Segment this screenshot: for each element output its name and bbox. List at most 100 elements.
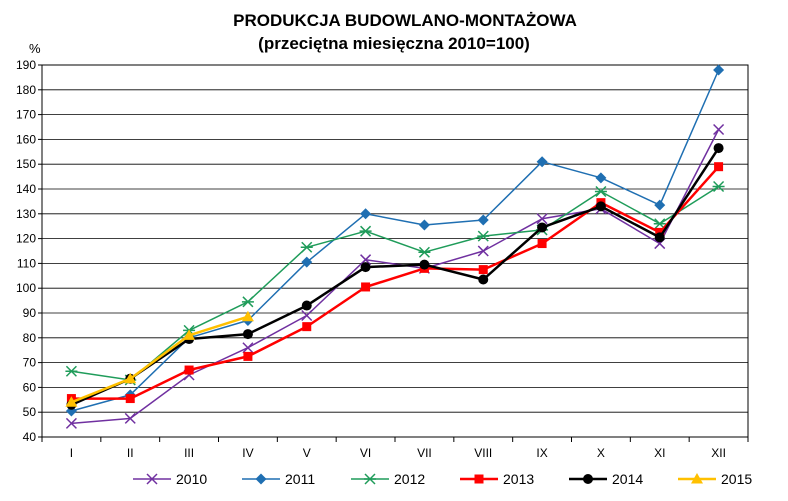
legend-label: 2010 xyxy=(176,471,207,487)
series-2014 xyxy=(66,143,724,410)
y-tick-label: 60 xyxy=(23,380,37,394)
data-point xyxy=(243,351,253,361)
x-tick-label: II xyxy=(127,446,134,460)
chart-title: PRODUKCJA BUDOWLANO-MONTAŻOWA xyxy=(233,11,577,30)
legend-marker xyxy=(583,474,593,484)
legend-item: 2014 xyxy=(569,471,643,487)
data-point xyxy=(360,262,371,273)
y-tick-label: 40 xyxy=(23,430,37,444)
series-group xyxy=(65,64,725,429)
y-tick-label: 150 xyxy=(16,157,36,171)
y-tick-label: 110 xyxy=(17,256,36,270)
data-point xyxy=(300,241,313,253)
legend-marker xyxy=(474,474,484,484)
data-point xyxy=(595,172,607,184)
legend-item: 2013 xyxy=(460,471,534,487)
y-tick-label: 70 xyxy=(23,356,37,370)
data-point xyxy=(125,394,135,404)
data-point xyxy=(124,372,137,384)
data-point xyxy=(242,329,253,340)
x-tick-label: XI xyxy=(654,446,665,460)
legend-item: 2011 xyxy=(242,471,315,487)
data-point xyxy=(712,180,725,193)
data-point xyxy=(595,201,606,212)
legend-marker xyxy=(146,473,158,485)
data-point xyxy=(478,274,489,285)
series-line xyxy=(71,129,720,425)
legend-item: 2012 xyxy=(351,471,425,487)
legend-label: 2014 xyxy=(612,471,643,487)
data-point xyxy=(536,156,548,168)
series-line xyxy=(70,315,249,404)
x-axis-ticks: I II III IV V VI VII VIII IX X XI XII xyxy=(41,437,749,460)
data-point xyxy=(713,143,724,154)
x-tick-label: IX xyxy=(536,446,547,460)
series-line xyxy=(71,165,720,400)
legend-marker xyxy=(364,473,376,485)
series-2015 xyxy=(65,310,254,407)
data-point xyxy=(713,123,725,136)
data-point xyxy=(65,365,78,377)
data-point xyxy=(537,222,548,233)
chart-subtitle: (przeciętna miesięczna 2010=100) xyxy=(258,34,530,53)
legend-label: 2011 xyxy=(285,471,315,487)
data-point xyxy=(714,162,724,172)
series-line xyxy=(71,69,720,412)
data-point xyxy=(242,342,254,354)
x-tick-label: XII xyxy=(711,446,726,460)
y-tick-label: 140 xyxy=(16,182,36,196)
series-line xyxy=(71,185,720,381)
data-point xyxy=(477,230,490,242)
y-tick-label: 170 xyxy=(16,108,36,122)
data-point xyxy=(184,365,194,375)
legend-marker xyxy=(691,473,703,484)
data-point xyxy=(241,310,254,322)
plot-area xyxy=(41,64,749,438)
legend-item: 2010 xyxy=(133,471,207,487)
data-point xyxy=(360,208,372,220)
x-tick-label: I xyxy=(70,446,73,460)
legend-label: 2012 xyxy=(394,471,425,487)
x-tick-label: VI xyxy=(360,446,371,460)
x-tick-label: X xyxy=(597,446,605,460)
data-point xyxy=(419,259,430,270)
data-point xyxy=(654,199,666,211)
data-point xyxy=(183,329,196,340)
data-point xyxy=(418,246,431,258)
legend-label: 2013 xyxy=(503,471,534,487)
legend-marker xyxy=(255,473,267,485)
y-tick-label: 90 xyxy=(23,306,37,320)
y-tick-label: 80 xyxy=(23,331,37,345)
data-point xyxy=(65,417,77,429)
data-point xyxy=(478,265,488,275)
data-point xyxy=(241,296,254,308)
x-tick-label: IV xyxy=(242,446,253,460)
x-tick-label: V xyxy=(303,446,311,460)
data-point xyxy=(713,64,725,76)
y-tick-label: 120 xyxy=(16,232,36,246)
data-point xyxy=(301,309,313,322)
legend: 2010 2011 2012 2013 2014 2015 xyxy=(133,471,752,487)
legend-label: 2015 xyxy=(721,471,752,487)
y-tick-label: 100 xyxy=(16,281,36,295)
data-point xyxy=(65,396,78,407)
data-point xyxy=(359,225,372,237)
data-point xyxy=(301,300,312,311)
y-tick-label: 160 xyxy=(16,132,36,146)
data-point xyxy=(477,214,489,226)
y-tick-label: 130 xyxy=(16,207,36,221)
data-point xyxy=(536,213,548,225)
y-axis-unit: % xyxy=(29,41,41,56)
y-tick-label: 50 xyxy=(23,405,37,419)
x-tick-label: VIII xyxy=(474,446,492,460)
data-point xyxy=(360,254,372,266)
y-axis-ticks: 40 50 60 70 80 90 100 110 120 130 140 150 160 170 180 1… xyxy=(16,58,42,444)
x-tick-label: VII xyxy=(417,446,432,460)
x-tick-label: III xyxy=(184,446,194,460)
legend-item: 2015 xyxy=(678,471,752,487)
data-point xyxy=(302,322,312,332)
series-line xyxy=(70,147,720,406)
y-tick-label: 190 xyxy=(16,58,36,72)
data-point xyxy=(418,219,430,231)
series-2012 xyxy=(65,180,725,386)
